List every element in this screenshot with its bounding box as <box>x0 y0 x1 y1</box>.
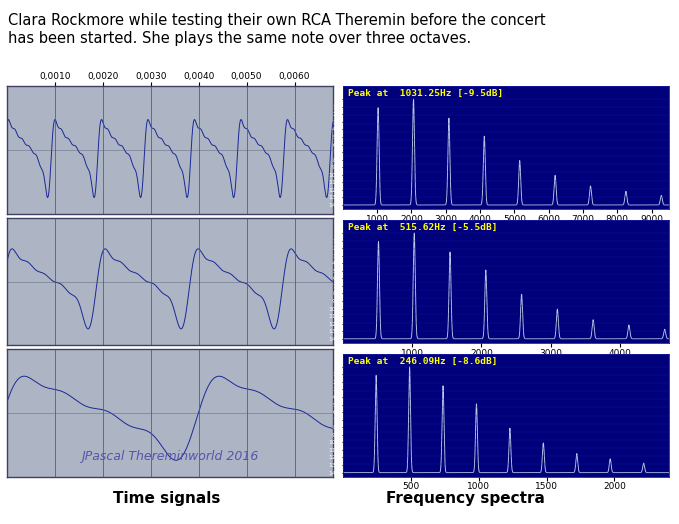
Text: JPascal Thereminworld 2016: JPascal Thereminworld 2016 <box>81 450 259 463</box>
Text: Peak at  246.09Hz [-8.6dB]: Peak at 246.09Hz [-8.6dB] <box>348 356 497 366</box>
Text: Clara Rockmore while testing their own RCA Theremin before the concert
has been : Clara Rockmore while testing their own R… <box>8 13 546 46</box>
Text: Peak at  1031.25Hz [-9.5dB]: Peak at 1031.25Hz [-9.5dB] <box>348 89 503 98</box>
Text: Frequency spectra: Frequency spectra <box>386 490 545 506</box>
Text: Time signals: Time signals <box>113 490 220 506</box>
Text: Peak at  515.62Hz [-5.5dB]: Peak at 515.62Hz [-5.5dB] <box>348 223 497 232</box>
